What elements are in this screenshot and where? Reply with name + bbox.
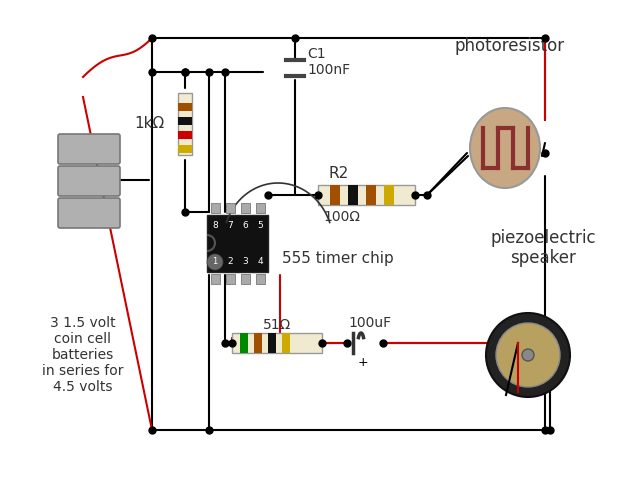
Bar	[178, 145, 192, 153]
Bar	[254, 333, 262, 353]
Text: R2: R2	[328, 166, 348, 180]
Text: 100nF: 100nF	[307, 63, 350, 77]
Text: 555 timer chip: 555 timer chip	[282, 251, 394, 265]
Bar	[226, 274, 235, 284]
Bar	[240, 333, 248, 353]
Bar	[211, 274, 220, 284]
Circle shape	[207, 254, 223, 270]
Text: photoresistor: photoresistor	[455, 37, 565, 55]
Bar	[256, 203, 265, 213]
Ellipse shape	[486, 313, 570, 397]
Text: 3: 3	[242, 257, 248, 266]
Bar	[366, 185, 376, 205]
Text: 100uF: 100uF	[348, 316, 392, 330]
Text: 51Ω: 51Ω	[263, 318, 291, 332]
Bar	[282, 333, 290, 353]
Text: 1: 1	[212, 257, 218, 266]
Text: 2: 2	[227, 257, 233, 266]
Text: 7: 7	[227, 220, 233, 229]
Text: 3 1.5 volt
coin cell
batteries
in series for
4.5 volts: 3 1.5 volt coin cell batteries in series…	[42, 316, 124, 395]
Text: +: +	[358, 357, 368, 370]
Ellipse shape	[470, 108, 540, 188]
Text: C1: C1	[307, 47, 326, 61]
FancyBboxPatch shape	[58, 166, 120, 196]
Bar	[207, 215, 268, 272]
Text: 5: 5	[257, 220, 263, 229]
Bar	[211, 203, 220, 213]
Text: 4: 4	[257, 257, 263, 266]
Bar	[226, 203, 235, 213]
Text: 8: 8	[212, 220, 218, 229]
FancyBboxPatch shape	[58, 134, 120, 164]
Bar	[178, 93, 192, 155]
Text: 1kΩ: 1kΩ	[135, 117, 165, 132]
Text: 100Ω: 100Ω	[323, 210, 360, 224]
Bar	[241, 203, 250, 213]
Bar	[232, 333, 322, 353]
Bar	[256, 274, 265, 284]
Bar	[178, 131, 192, 139]
Bar	[318, 185, 415, 205]
Ellipse shape	[496, 323, 560, 387]
Text: piezoelectric
speaker: piezoelectric speaker	[490, 228, 596, 267]
Bar	[330, 185, 340, 205]
Text: 6: 6	[242, 220, 248, 229]
Circle shape	[522, 349, 534, 361]
Bar	[268, 333, 276, 353]
FancyBboxPatch shape	[58, 198, 120, 228]
Bar	[241, 274, 250, 284]
Bar	[348, 185, 358, 205]
Bar	[178, 117, 192, 125]
Bar	[384, 185, 394, 205]
Bar	[178, 103, 192, 111]
